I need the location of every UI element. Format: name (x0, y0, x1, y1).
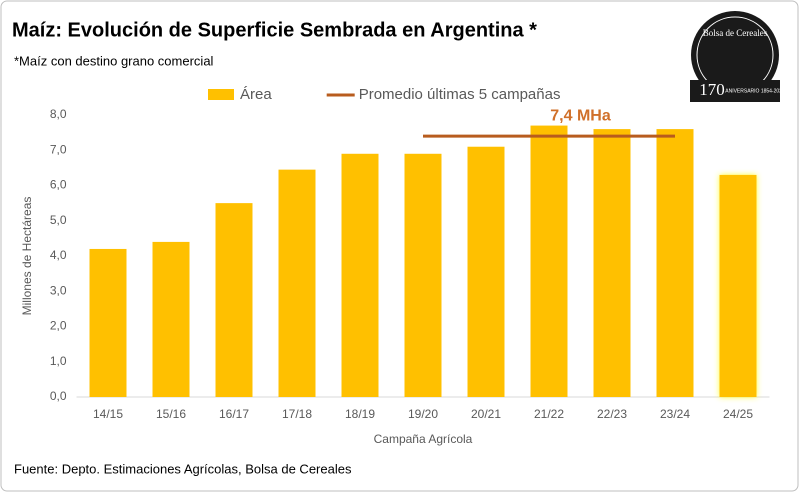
y-tick-label: 7,0 (50, 142, 67, 156)
subtitle: *Maíz con destino grano comercial (14, 53, 214, 68)
x-tick-label: 14/15 (93, 407, 123, 421)
logo-name: Bolsa de Cereales (703, 28, 768, 38)
legend-item: Área (208, 86, 272, 103)
x-tick-label: 17/18 (282, 407, 312, 421)
legend-swatch (208, 89, 234, 100)
bar (341, 153, 379, 397)
bar (404, 153, 442, 397)
bar (152, 241, 190, 397)
y-axis-label: Millones de Hectáreas (20, 197, 34, 316)
source: Fuente: Depto. Estimaciones Agrícolas, B… (14, 461, 352, 476)
x-tick-label: 23/24 (660, 407, 690, 421)
y-tick-label: 8,0 (50, 107, 67, 121)
bar (467, 146, 505, 397)
legend-item: Promedio últimas 5 campañas (326, 86, 561, 103)
y-tick-label: 0,0 (50, 389, 67, 403)
x-tick-label: 16/17 (219, 407, 249, 421)
x-axis-label: Campaña Agrícola (374, 432, 473, 446)
x-tick-label: 21/22 (534, 407, 564, 421)
legend-label: Área (240, 86, 272, 103)
logo-caption: ANIVERSARIO 1854-2024 (725, 88, 785, 94)
logo-number: 170 (699, 80, 725, 99)
annotation: 7,4 MHa (550, 107, 611, 124)
x-tick-label: 24/25 (723, 407, 753, 421)
y-tick-label: 5,0 (50, 213, 67, 227)
x-tick-label: 22/23 (597, 407, 627, 421)
x-tick-label: 19/20 (408, 407, 438, 421)
x-tick-label: 20/21 (471, 407, 501, 421)
x-tick-label: 18/19 (345, 407, 375, 421)
bar (656, 129, 694, 397)
x-tick-label: 15/16 (156, 407, 186, 421)
y-tick-label: 2,0 (50, 319, 67, 333)
logo: Bolsa de Cereales 170 ANIVERSARIO 1854-2… (690, 11, 785, 102)
y-tick-label: 6,0 (50, 178, 67, 192)
chart-title: Maíz: Evolución de Superficie Sembrada e… (12, 19, 537, 41)
y-tick-label: 1,0 (50, 354, 67, 368)
bar (593, 129, 631, 397)
bar (89, 248, 127, 397)
y-tick-label: 3,0 (50, 283, 67, 297)
y-tick-label: 4,0 (50, 248, 67, 262)
bar (215, 203, 253, 397)
bar (278, 169, 316, 397)
bar (530, 125, 568, 397)
bar (719, 174, 757, 397)
legend-label: Promedio últimas 5 campañas (359, 86, 561, 103)
